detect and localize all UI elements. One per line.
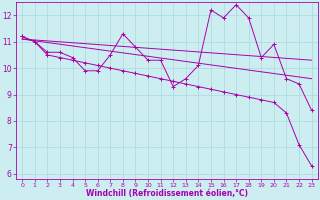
X-axis label: Windchill (Refroidissement éolien,°C): Windchill (Refroidissement éolien,°C) [86, 189, 248, 198]
